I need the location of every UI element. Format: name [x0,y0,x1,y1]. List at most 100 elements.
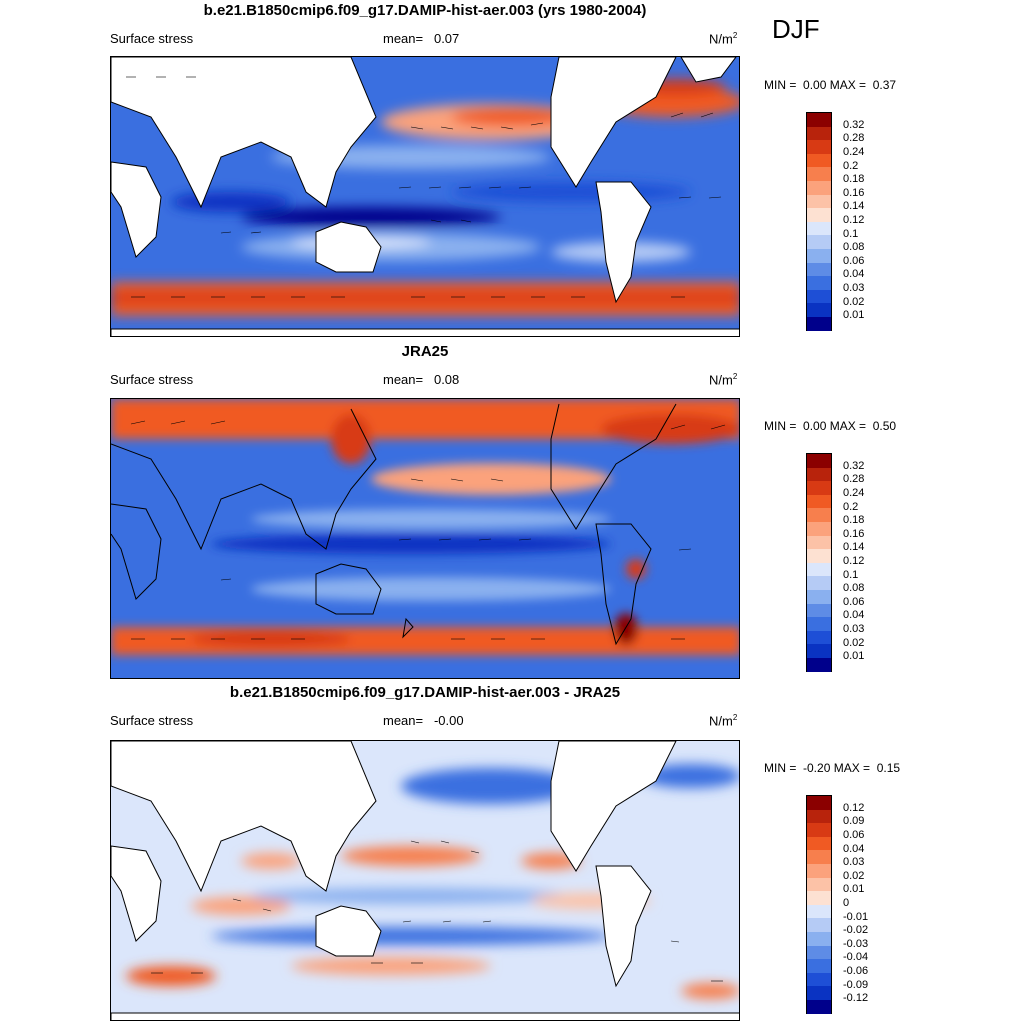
colorbar-tick-label: -0.03 [843,937,869,950]
colorbar-tick-label: 0.01 [843,309,865,322]
colorbar-swatch [807,945,831,960]
colorbar-swatch [807,644,831,658]
colorbar-swatch [807,113,831,127]
colorbar-tick-label: -0.01 [843,910,869,923]
colorbar-swatch [807,891,831,905]
colorbar-swatch [807,796,831,810]
colorbar-tick-label: 0.09 [843,815,865,828]
colorbar-tick-label: 0.02 [843,869,865,882]
colorbar-swatch [807,289,831,304]
colorbar-swatch [807,630,831,645]
colorbar-swatch [807,126,831,141]
colorbar-tick-label: 0.03 [843,856,865,869]
colorbar-swatch [807,140,831,154]
colorbar-tick-label: 0.08 [843,241,865,254]
colorbar-swatch [807,603,831,618]
colorbar-swatch [807,850,831,864]
colorbar-swatch [807,167,831,181]
colorbar-swatch [807,454,831,468]
colorbar-swatch [807,589,831,604]
colorbar-swatch [807,959,831,973]
colorbar-swatch [807,986,831,1000]
colorbar-swatch [807,823,831,837]
colorbar-tick-label: -0.04 [843,951,869,964]
colorbar-tick-label: 0.12 [843,214,865,226]
colorbar-tick-label: 0.28 [843,473,865,486]
colorbar-swatch [807,999,831,1014]
min-max-label: MIN = -0.20 MAX = 0.15 [764,761,901,775]
colorbar-swatch [807,208,831,222]
colorbar-swatch [807,904,831,919]
surface-stress-map [111,399,739,678]
colorbar-tick-label: -0.06 [843,965,869,977]
mean-value: 0.07 [433,31,460,46]
colorbar-tick-label: 0.18 [843,173,865,186]
colorbar-tick-label: 0.12 [843,801,865,814]
colorbar-tick-label: 0 [843,897,850,909]
colorbar-swatch [807,657,831,672]
colorbar-tick-label: 0.32 [843,118,865,131]
colorbar-swatch [807,549,831,563]
map-panel-obs [110,398,740,679]
colorbar-tick-label: 0.01 [843,650,865,663]
colorbar [806,795,832,1014]
colorbar-swatch [807,316,831,331]
colorbar-tick-label: 0.06 [843,595,865,608]
season-label: DJF [772,14,820,44]
colorbar-swatch [807,494,831,509]
colorbar-tick-label: 0.16 [843,186,865,199]
units-label: N/m2 [709,372,738,388]
colorbar-swatch [807,521,831,536]
colorbar-tick-label: 0.02 [843,295,865,308]
colorbar-swatch [807,153,831,168]
mean-label: mean= 0.07 [383,31,459,46]
colorbar-tick-label: 0.14 [843,541,865,554]
colorbar-swatch [807,562,831,577]
colorbar-tick-label: 0.04 [843,842,865,855]
units-label: N/m2 [709,31,738,47]
colorbar-tick-label: 0.2 [843,159,859,172]
units-label: N/m2 [709,713,738,729]
colorbar-swatch [807,877,831,892]
panel-title-obs: JRA25 [401,343,449,360]
mean-value: 0.08 [433,372,460,387]
colorbar-tick-label: 0.28 [843,132,865,145]
colorbar-tick-label: 0.04 [843,609,865,622]
panel-title-model: b.e21.B1850cmip6.f09_g17.DAMIP-hist-aer.… [203,2,647,19]
mean-value: -0.00 [433,713,464,728]
colorbar-tick-label: 0.03 [843,282,865,294]
variable-label: Surface stress [110,372,194,387]
colorbar-tick-label: 0.32 [843,459,865,472]
colorbar-swatch [807,262,831,277]
colorbar-swatch [807,972,831,987]
surface-stress-map [111,57,739,336]
map-panel-diff [110,740,740,1021]
variable-label: Surface stress [110,31,194,46]
variable-label: Surface stress [110,713,194,728]
colorbar-tick-label: 0.04 [843,268,865,281]
min-max-label: MIN = 0.00 MAX = 0.50 [764,419,897,433]
map-panel-model [110,56,740,337]
colorbar-swatch [807,248,831,263]
colorbar-tick-label: -0.12 [843,992,869,1005]
colorbar-tick-label: 0.06 [843,254,865,267]
colorbar-tick-label: 0.24 [843,146,865,158]
surface-stress-map [111,741,739,1020]
mean-label-text: mean= [383,372,424,387]
colorbar [806,112,832,331]
colorbar-swatch [807,535,831,550]
colorbar-swatch [807,180,831,195]
colorbar-swatch [807,235,831,249]
colorbar-swatch [807,576,831,590]
colorbar-tick-label: 0.2 [843,500,859,513]
mean-label: mean= 0.08 [383,372,459,387]
colorbar-swatch [807,809,831,824]
colorbar-tick-label: 0.03 [843,623,865,635]
colorbar-swatch [807,221,831,236]
colorbar-tick-label: 0.1 [843,227,859,240]
colorbar-tick-label: 0.02 [843,636,865,649]
colorbar-tick-label: 0.01 [843,883,865,896]
colorbar-tick-label: -0.02 [843,924,869,937]
colorbar-swatch [807,836,831,851]
min-max-label: MIN = 0.00 MAX = 0.37 [764,78,897,92]
